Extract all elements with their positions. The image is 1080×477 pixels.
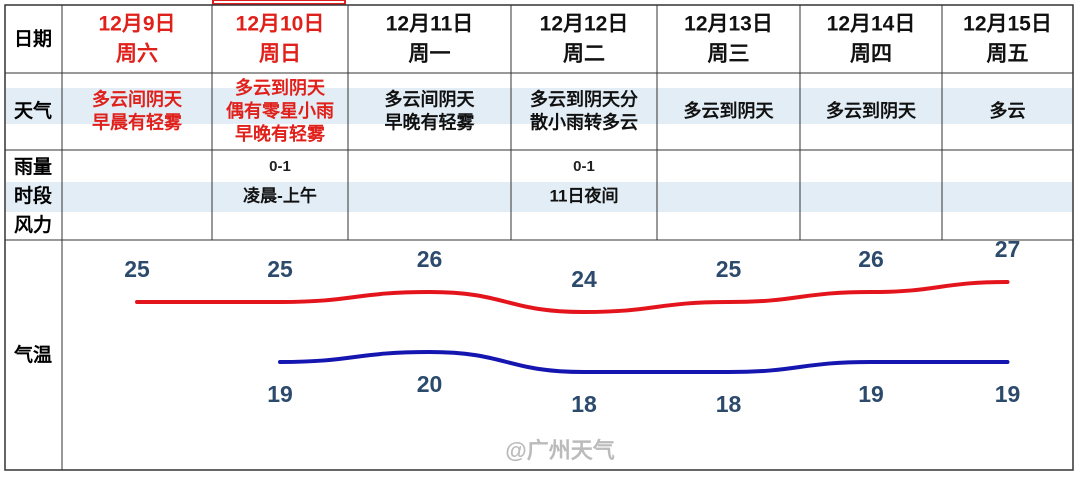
date: 12月14日	[827, 13, 916, 36]
temperature-label: 25	[716, 256, 742, 282]
period: 11日夜间	[550, 185, 619, 205]
rain: 0-1	[269, 158, 291, 175]
weather: 散小雨转多云	[530, 111, 638, 132]
temperature-label: 26	[417, 246, 443, 272]
row-label: 时段	[14, 184, 53, 207]
date: 12月11日	[386, 13, 474, 36]
date: 12月12日	[540, 13, 629, 36]
weekday: 周一	[409, 43, 451, 66]
row-label: 雨量	[14, 156, 52, 178]
weather: 多云到阴天	[235, 77, 326, 98]
temperature-label: 20	[417, 371, 443, 397]
temperature-line	[135, 280, 1010, 315]
temperature-label: 19	[267, 381, 293, 407]
date: 12月13日	[684, 13, 773, 36]
weekday: 周五	[987, 43, 1029, 66]
row-label: 风力	[14, 213, 52, 236]
weather: 早晨有轻雾	[92, 111, 183, 132]
date: 12月9日	[98, 13, 175, 36]
date: 12月10日	[236, 13, 325, 36]
weekday: 周六	[116, 43, 158, 66]
date: 12月15日	[963, 13, 1052, 36]
selection-outline	[212, 0, 346, 5]
temperature-label: 25	[267, 256, 293, 282]
weather: 多云	[990, 100, 1026, 121]
row-label: 天气	[14, 99, 52, 122]
temperature-label: 27	[995, 236, 1021, 262]
temperature-label: 19	[995, 381, 1021, 407]
weather: 多云间阴天	[385, 88, 476, 109]
table-border	[4, 4, 1074, 471]
temperature-label: 18	[716, 391, 742, 417]
temperature-label: 18	[571, 391, 597, 417]
weekday: 周三	[708, 43, 750, 66]
weekday: 周二	[563, 43, 605, 66]
temperature-line	[278, 349, 1010, 375]
watermark: @广州天气	[505, 438, 614, 463]
weather: 早晚有轻雾	[385, 111, 476, 132]
row-label: 气温	[13, 343, 52, 366]
weekday: 周四	[850, 43, 892, 66]
row-stripe	[6, 182, 1072, 212]
weekday: 周日	[259, 43, 301, 66]
rain: 0-1	[573, 158, 595, 175]
row-stripe	[6, 88, 1072, 124]
period: 凌晨-上午	[243, 185, 317, 205]
row-label: 日期	[14, 28, 52, 50]
temperature-label: 26	[858, 246, 884, 272]
weather: 早晚有轻雾	[235, 123, 326, 144]
temperature-label: 25	[124, 256, 150, 282]
temperature-label: 19	[858, 381, 884, 407]
weather: 多云到阴天	[684, 100, 775, 121]
weather: 多云间阴天	[92, 88, 183, 109]
weather: 偶有零星小雨	[226, 100, 334, 121]
weather: 多云到阴天分	[530, 88, 638, 109]
temperature-label: 24	[571, 266, 597, 292]
weather: 多云到阴天	[826, 100, 917, 121]
